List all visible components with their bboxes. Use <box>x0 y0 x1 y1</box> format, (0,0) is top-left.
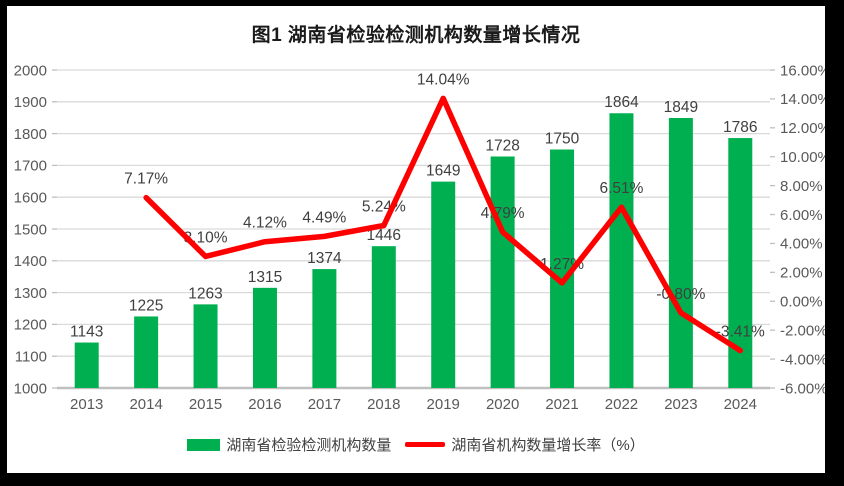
bar-series-swatch-icon <box>187 438 221 451</box>
bar-2020 <box>490 156 515 388</box>
x-axis-tick: 2022 <box>605 396 638 413</box>
left-axis-tick: 1300 <box>14 285 47 302</box>
right-axis-tick: 4.00% <box>780 236 823 253</box>
rate-value-label: -3.41% <box>716 324 765 341</box>
bar-value-label: 1315 <box>248 269 282 286</box>
left-axis-tick: 1200 <box>14 317 47 334</box>
bar-2015 <box>193 304 218 388</box>
x-axis-tick: 2020 <box>486 396 519 413</box>
x-axis-tick: 2014 <box>129 396 162 413</box>
right-axis-tick: 2.00% <box>780 265 823 282</box>
right-axis-tick: 8.00% <box>780 178 823 195</box>
legend-label-bars: 湖南省检验检测机构数量 <box>226 437 392 454</box>
bar-2018 <box>371 246 396 388</box>
rate-value-label: 4.79% <box>481 205 525 222</box>
chart-legend: 湖南省检验检测机构数量 湖南省机构数量增长率（%） <box>7 434 825 455</box>
right-axis-tick: 16.00% <box>780 62 825 79</box>
bar-value-label: 1225 <box>129 297 163 314</box>
x-axis-tick: 2021 <box>545 396 578 413</box>
rate-value-label: -0.80% <box>656 286 705 303</box>
left-axis-tick: 1600 <box>14 189 47 206</box>
right-axis-tick: -6.00% <box>780 380 825 397</box>
right-axis-tick: 12.00% <box>780 120 825 137</box>
chart-title: 图1 湖南省检验检测机构数量增长情况 <box>251 25 581 46</box>
rate-value-label: 4.12% <box>243 215 287 232</box>
x-axis-tick: 2017 <box>308 396 341 413</box>
bar-value-label: 1750 <box>545 131 580 148</box>
line-series-swatch-icon <box>405 442 446 447</box>
left-axis-tick: 1400 <box>14 253 47 270</box>
bar-2022 <box>609 113 634 389</box>
x-axis-tick: 2016 <box>248 396 281 413</box>
bar-2023 <box>668 118 693 388</box>
left-axis-tick: 1700 <box>14 158 47 175</box>
x-axis-tick: 2019 <box>427 396 460 413</box>
bar-value-label: 1263 <box>188 285 222 302</box>
left-axis-tick: 2000 <box>14 62 47 79</box>
bar-value-label: 1849 <box>664 99 698 116</box>
legend-item-bars: 湖南省检验检测机构数量 <box>187 434 391 455</box>
rate-value-label: 14.04% <box>417 71 470 88</box>
right-axis-tick: 6.00% <box>780 207 823 224</box>
right-axis-tick: -4.00% <box>780 351 825 368</box>
x-axis-tick: 2023 <box>664 396 697 413</box>
chart-canvas: 图1 湖南省检验检测机构数量增长情况 2000 1900 1800 1700 1600 1… <box>7 6 825 473</box>
right-axis-tick: -2.00% <box>780 322 825 339</box>
bar-value-label: 1728 <box>485 137 519 154</box>
bar-2014 <box>134 316 159 388</box>
right-axis-tick: 14.00% <box>780 91 825 108</box>
bar-value-label: 1864 <box>604 94 639 111</box>
legend-label-line: 湖南省机构数量增长率（%） <box>451 437 645 454</box>
x-axis-tick: 2015 <box>189 396 222 413</box>
left-axis-tick: 1800 <box>14 126 47 143</box>
x-axis-tick: 2018 <box>367 396 400 413</box>
plot-area: 2000 1900 1800 1700 1600 1500 1400 1300 1200 1100… <box>14 62 825 413</box>
rate-value-label: 5.24% <box>362 199 406 216</box>
rate-value-label: 6.51% <box>599 180 643 197</box>
legend-item-line: 湖南省机构数量增长率（%） <box>405 434 645 455</box>
bar-value-label: 1786 <box>723 119 757 136</box>
x-axis-tick: 2013 <box>70 396 103 413</box>
bar-2017 <box>312 269 337 388</box>
right-axis-tick: 10.00% <box>780 149 825 166</box>
bar-value-label: 1446 <box>367 227 401 244</box>
left-axis-tick: 1000 <box>14 380 47 397</box>
x-axis-tick: 2024 <box>724 396 757 413</box>
left-axis-tick: 1500 <box>14 221 47 238</box>
bar-2019 <box>431 181 456 388</box>
left-axis-tick: 1900 <box>14 94 47 111</box>
rate-value-label: 4.49% <box>302 209 346 226</box>
bar-2013 <box>74 342 99 388</box>
rate-value-label: 7.17% <box>124 171 168 188</box>
bar-2016 <box>252 287 277 388</box>
right-axis-tick: 0.00% <box>780 294 823 311</box>
bar-value-label: 1374 <box>307 250 342 267</box>
bar-value-label: 1143 <box>70 324 103 341</box>
left-axis-tick: 1100 <box>15 348 47 365</box>
bar-value-label: 1649 <box>426 163 460 180</box>
growth-rate-line <box>143 95 744 354</box>
